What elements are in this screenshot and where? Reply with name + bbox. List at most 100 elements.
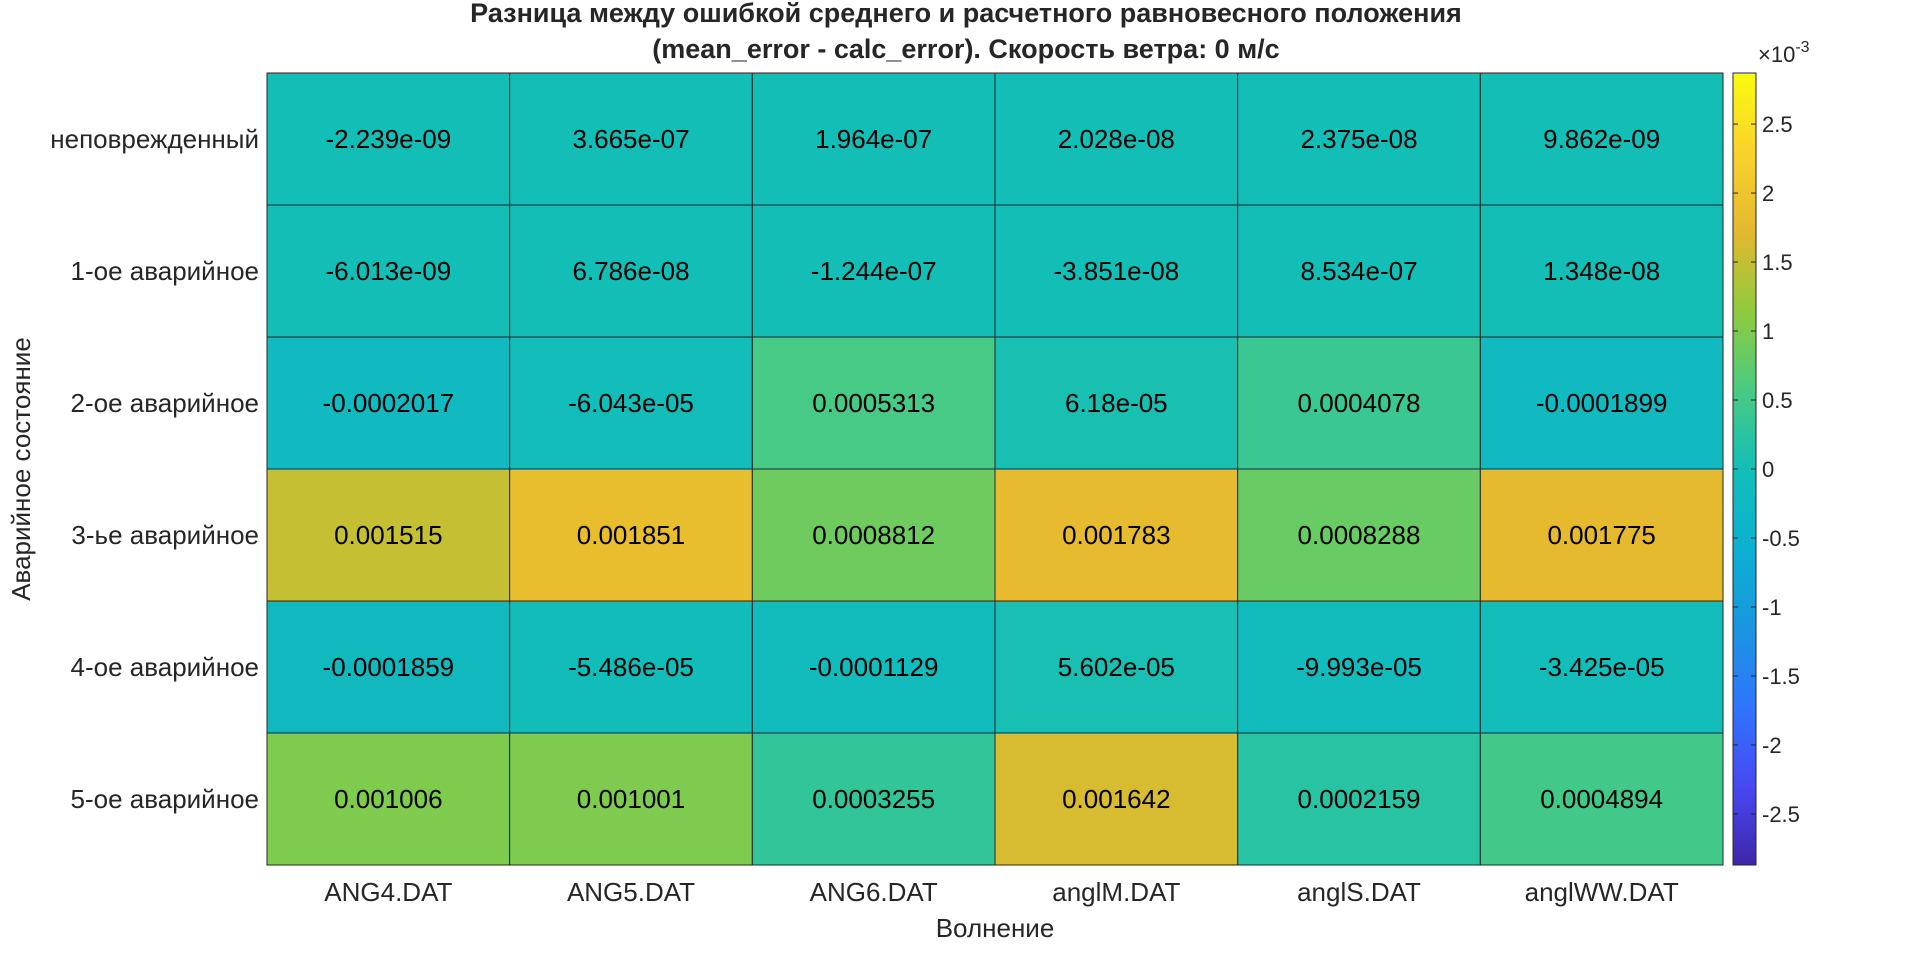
colorbar-tick-label: 2 bbox=[1762, 181, 1774, 206]
cell-value-label: 0.001001 bbox=[577, 784, 685, 814]
heatmap-cell bbox=[1479, 336, 1724, 470]
cell-value-label: 0.0004078 bbox=[1298, 388, 1421, 418]
y-axis-label: Аварийное состояние bbox=[6, 337, 36, 601]
cell-value-label: 6.18e-05 bbox=[1065, 388, 1168, 418]
colorbar-tick-label: -1.5 bbox=[1762, 664, 1800, 689]
y-tick-label: 1-ое аварийное bbox=[71, 256, 260, 286]
colorbar-tick-label: -2 bbox=[1762, 733, 1782, 758]
heatmap-cell bbox=[266, 336, 511, 470]
colorbar-tick-label: -0.5 bbox=[1762, 526, 1800, 551]
x-axis-label: Волнение bbox=[936, 913, 1055, 943]
colorbar-tick-label: 1 bbox=[1762, 319, 1774, 344]
heatmap-cell bbox=[509, 600, 753, 734]
x-tick-label: anglWW.DAT bbox=[1525, 877, 1679, 907]
cell-value-label: -3.425e-05 bbox=[1539, 652, 1665, 682]
cell-value-label: 2.375e-08 bbox=[1300, 124, 1417, 154]
cell-value-label: 1.964e-07 bbox=[815, 124, 932, 154]
cell-value-label: -2.239e-09 bbox=[325, 124, 451, 154]
heatmap-cell bbox=[509, 204, 753, 338]
x-axis-tick-labels: ANG4.DAT ANG5.DAT ANG6.DAT anglM.DAT anglS.D… bbox=[324, 877, 1679, 907]
cell-value-label: 8.534e-07 bbox=[1300, 256, 1417, 286]
colorbar-tick-label: -1 bbox=[1762, 595, 1782, 620]
cell-value-label: 6.786e-08 bbox=[572, 256, 689, 286]
heatmap-cell bbox=[1479, 204, 1724, 338]
colorbar-exponent-power: -3 bbox=[1795, 39, 1809, 56]
cell-value-label: -5.486e-05 bbox=[568, 652, 694, 682]
colorbar-tick-labels: -2.5 -2 -1.5 -1 -0.5 0 0.5 1 1.5 2 2.5 bbox=[1733, 112, 1800, 827]
heatmap-cell bbox=[994, 600, 1239, 734]
cell-value-label: -3.851e-08 bbox=[1053, 256, 1179, 286]
cell-value-label: 0.0008812 bbox=[812, 520, 935, 550]
heatmap-cell bbox=[994, 336, 1239, 470]
cell-value-label: 1.348e-08 bbox=[1543, 256, 1660, 286]
cell-value-label: -6.043e-05 bbox=[568, 388, 694, 418]
colorbar-tick-label: 0.5 bbox=[1762, 388, 1793, 413]
heatmap-cells bbox=[266, 72, 1724, 866]
heatmap-cell bbox=[1237, 732, 1481, 866]
cell-value-label: -0.0001899 bbox=[1536, 388, 1668, 418]
colorbar-tick-label: -2.5 bbox=[1762, 802, 1800, 827]
heatmap-cell bbox=[509, 468, 753, 602]
colorbar-tick-label: 2.5 bbox=[1762, 112, 1793, 137]
cell-value-label: 0.0004894 bbox=[1540, 784, 1663, 814]
heatmap-cell bbox=[1479, 72, 1724, 206]
cell-value-label: 9.862e-09 bbox=[1543, 124, 1660, 154]
heatmap-cell bbox=[751, 336, 996, 470]
heatmap-cell bbox=[994, 468, 1239, 602]
cell-value-label: -1.244e-07 bbox=[811, 256, 937, 286]
plot-area-border bbox=[266, 72, 1724, 866]
heatmap-cell bbox=[266, 468, 511, 602]
cell-value-label: -0.0002017 bbox=[323, 388, 455, 418]
cell-value-label: 2.028e-08 bbox=[1058, 124, 1175, 154]
y-tick-label: 4-ое аварийное bbox=[71, 652, 260, 682]
x-tick-label: ANG5.DAT bbox=[567, 877, 695, 907]
heatmap-cell bbox=[266, 732, 511, 866]
heatmap-cell bbox=[994, 732, 1239, 866]
colorbar-exponent-base: ×10 bbox=[1758, 42, 1795, 67]
x-tick-label: anglS.DAT bbox=[1297, 877, 1421, 907]
cell-value-label: -6.013e-09 bbox=[325, 256, 451, 286]
heatmap-cell bbox=[1479, 732, 1724, 866]
colorbar-exponent: ×10-3 bbox=[1758, 39, 1810, 67]
colorbar-tick-label: 0 bbox=[1762, 457, 1774, 482]
cell-value-label: 0.0003255 bbox=[812, 784, 935, 814]
heatmap-cell bbox=[1237, 336, 1481, 470]
colorbar-tick-label: 1.5 bbox=[1762, 250, 1793, 275]
heatmap-cell bbox=[1237, 72, 1481, 206]
x-tick-label: ANG6.DAT bbox=[810, 877, 938, 907]
cell-value-label: -0.0001859 bbox=[323, 652, 455, 682]
cell-value-label: 0.001851 bbox=[577, 520, 685, 550]
cell-value-label: 0.001006 bbox=[334, 784, 442, 814]
y-tick-label: неповрежденный bbox=[50, 124, 259, 154]
heatmap-cell bbox=[751, 468, 996, 602]
heatmap-cell-labels: -2.239e-09 3.665e-07 1.964e-07 2.028e-08 2.3… bbox=[323, 124, 1668, 814]
cell-value-label: 3.665e-07 bbox=[572, 124, 689, 154]
cell-value-label: 5.602e-05 bbox=[1058, 652, 1175, 682]
heatmap-cell bbox=[266, 72, 511, 206]
x-tick-label: ANG4.DAT bbox=[324, 877, 452, 907]
heatmap-cell bbox=[1237, 600, 1481, 734]
heatmap-cell bbox=[509, 72, 753, 206]
cell-value-label: 0.001775 bbox=[1547, 520, 1655, 550]
y-tick-label: 2-ое аварийное bbox=[71, 388, 260, 418]
y-tick-label: 3-ье аварийное bbox=[71, 520, 259, 550]
cell-value-label: 0.0005313 bbox=[812, 388, 935, 418]
heatmap-cell bbox=[994, 72, 1239, 206]
chart-title-line-1: Разница между ошибкой среднего и расчетн… bbox=[470, 0, 1462, 28]
cell-value-label: -9.993e-05 bbox=[1296, 652, 1422, 682]
chart-title-line-2: (mean_error - calc_error). Скорость ветр… bbox=[652, 34, 1279, 64]
heatmap-cell bbox=[509, 336, 753, 470]
cell-value-label: 0.001642 bbox=[1062, 784, 1170, 814]
y-tick-label: 5-ое аварийное bbox=[71, 784, 260, 814]
y-axis-tick-labels: неповрежденный 1-ое аварийное 2-ое аварийн… bbox=[50, 124, 259, 814]
heatmap-cell bbox=[751, 600, 996, 734]
cell-value-label: -0.0001129 bbox=[809, 652, 939, 682]
cell-value-label: 0.001783 bbox=[1062, 520, 1170, 550]
cell-value-label: 0.001515 bbox=[334, 520, 442, 550]
heatmap-cell bbox=[994, 204, 1239, 338]
cell-value-label: 0.0002159 bbox=[1298, 784, 1421, 814]
x-tick-label: anglM.DAT bbox=[1052, 877, 1180, 907]
heatmap-cell bbox=[266, 600, 511, 734]
cell-value-label: 0.0008288 bbox=[1298, 520, 1421, 550]
